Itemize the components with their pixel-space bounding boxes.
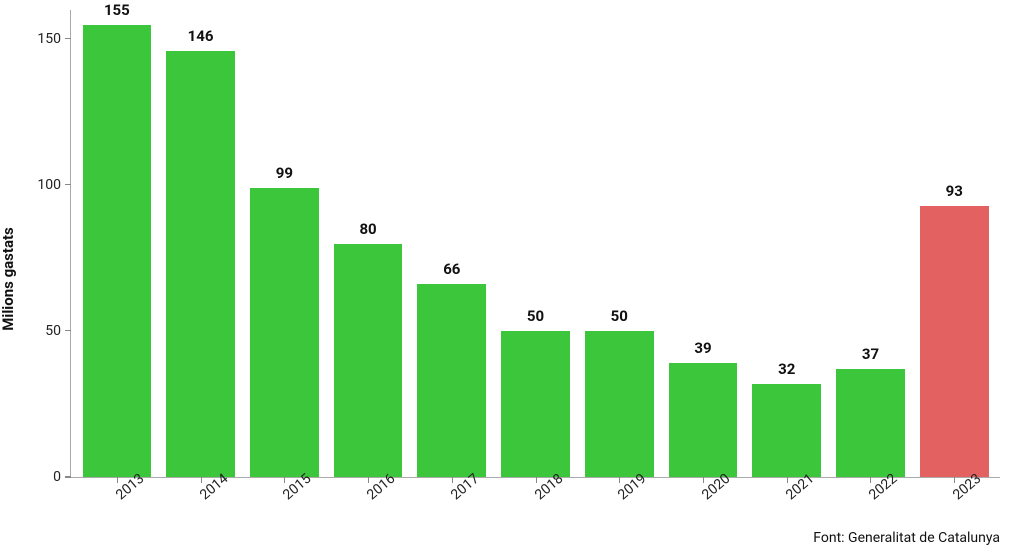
x-tick-mark (787, 477, 788, 483)
y-tick-label: 50 (45, 323, 61, 339)
x-tick-mark (870, 477, 871, 483)
chart-container: Milions gastats 050100150 15520131462014… (0, 0, 1020, 558)
y-tick-label: 150 (37, 31, 61, 47)
x-tick-mark (954, 477, 955, 483)
bar-value-label: 37 (862, 345, 879, 363)
bar-slot: 1552013 (75, 10, 159, 477)
bar-value-label: 146 (188, 27, 214, 45)
y-axis-label: Milions gastats (0, 227, 17, 331)
bar-value-label: 80 (359, 220, 376, 238)
bar-value-label: 99 (276, 164, 293, 182)
source-caption: Font: Generalitat de Catalunya (813, 530, 1000, 546)
x-tick-mark (117, 477, 118, 483)
x-tick-mark (536, 477, 537, 483)
bar-value-label: 50 (611, 307, 628, 325)
bar-slot: 502018 (494, 10, 578, 477)
bar: 66 (417, 284, 486, 477)
bar-slot: 392020 (661, 10, 745, 477)
bar-value-label: 66 (443, 260, 460, 278)
bar: 37 (836, 369, 905, 477)
bar: 93 (920, 206, 989, 477)
bar-value-label: 93 (946, 182, 963, 200)
bar-slot: 502019 (577, 10, 661, 477)
bar-value-label: 32 (778, 360, 795, 378)
bar-slot: 802016 (326, 10, 410, 477)
bar: 32 (752, 384, 821, 477)
bar-slot: 1462014 (159, 10, 243, 477)
bar-slot: 932023 (912, 10, 996, 477)
bar-value-label: 155 (104, 1, 130, 19)
bar-slot: 992015 (242, 10, 326, 477)
x-tick-mark (284, 477, 285, 483)
bar-value-label: 39 (694, 339, 711, 357)
plot-area: 050100150 155201314620149920158020166620… (70, 10, 1000, 478)
x-tick-mark (201, 477, 202, 483)
x-tick-mark (619, 477, 620, 483)
bar: 50 (501, 331, 570, 477)
bar-value-label: 50 (527, 307, 544, 325)
y-tick-label: 100 (37, 177, 61, 193)
x-tick-mark (703, 477, 704, 483)
y-tick-label: 0 (53, 469, 61, 485)
bar: 99 (250, 188, 319, 477)
bar-slot: 322021 (745, 10, 829, 477)
bar: 50 (585, 331, 654, 477)
bar-slot: 372022 (829, 10, 913, 477)
bar-slot: 662017 (410, 10, 494, 477)
bar: 80 (334, 244, 403, 478)
bars-group: 1552013146201499201580201666201750201850… (71, 10, 1000, 477)
bar: 39 (669, 363, 738, 477)
bar: 146 (166, 51, 235, 477)
x-tick-mark (368, 477, 369, 483)
bar: 155 (83, 25, 152, 477)
x-tick-mark (452, 477, 453, 483)
